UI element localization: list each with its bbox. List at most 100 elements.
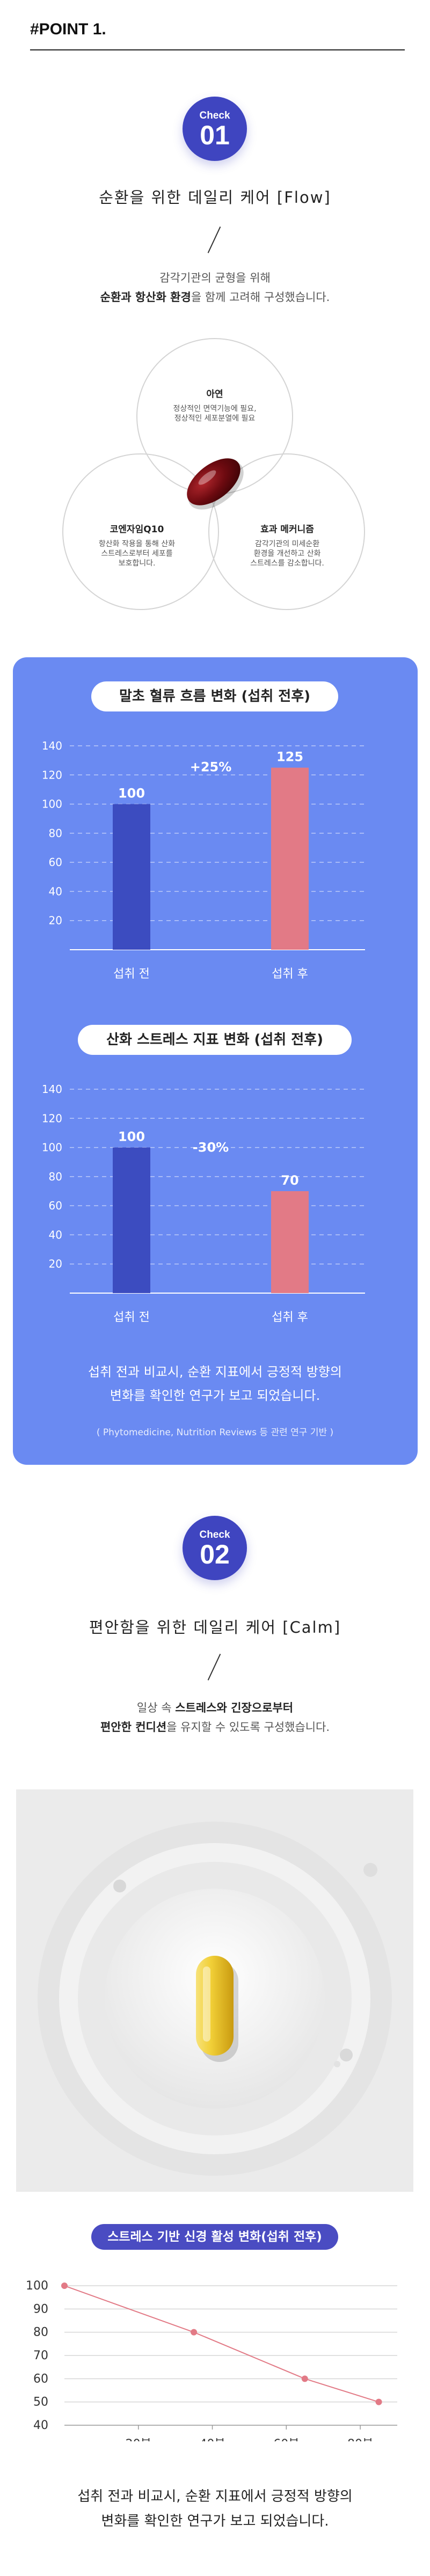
- point-title: #POINT 1.: [30, 20, 106, 38]
- chart2-y-tick-label: 20: [49, 1258, 62, 1271]
- chart1-y-tick-label: 80: [49, 827, 62, 840]
- chart1-y-tick-label: 120: [42, 768, 62, 781]
- chart1-x-tick-label: 섭취 후: [272, 967, 308, 981]
- section2-sub-pre: 일상 속: [136, 1701, 176, 1714]
- chart3-data-point: [61, 2283, 68, 2289]
- chart2-title-pill: 산화 스트레스 지표 변화 (섭취 전후): [78, 1025, 352, 1055]
- chart3-x-tick-label: 40분: [199, 2438, 225, 2441]
- venn-mechanism-desc-line: 환경을 개선하고 산화: [253, 549, 321, 558]
- chart1-x-tick-label: 섭취 전: [113, 967, 150, 981]
- section1-heading: 순환을 위한 데일리 케어 [Flow]: [99, 188, 331, 207]
- venn-coq10-text: 코엔자임Q10 항산화 작용을 통해 산화 스트레스로부터 세포를 보호합니다.: [86, 522, 188, 568]
- chart1-y-tick-label: 20: [49, 914, 62, 927]
- section1-sub-bold: 순환과 항산화 환경: [100, 291, 191, 304]
- panel-note-line: 변화를 확인한 연구가 보고 되었습니다.: [110, 1388, 320, 1403]
- chart1-title-pill: 말초 혈류 흐름 변화 (섭취 전후): [91, 681, 338, 711]
- check-02-badge: Check 02: [183, 1516, 247, 1580]
- section2-sub-bold1: 스트레스와 긴장으로부터: [175, 1701, 294, 1714]
- panel-note-line: 섭취 전과 비교시, 순환 지표에서 긍정적 방향의: [88, 1364, 342, 1379]
- venn-mechanism-desc-line: 감각기관의 미세순환: [254, 540, 320, 548]
- yellow-capsule-image: [38, 1822, 392, 2176]
- venn-zinc-desc-line: 정상적인 세포분열에 필요: [174, 414, 256, 423]
- chart3-line-chart: 40 50 60 70 80 90 100 20분 40분 60분 80분: [26, 2279, 397, 2441]
- chart3-data-point: [191, 2329, 198, 2336]
- panel-note: 섭취 전과 비교시, 순환 지표에서 긍정적 방향의 변화를 확인한 연구가 보…: [0, 1360, 430, 1407]
- chart2-y-tick-label: 60: [49, 1199, 62, 1212]
- chart2-y-tick-label: 80: [49, 1170, 62, 1183]
- venn-circle-mechanism: [208, 453, 365, 610]
- venn-mechanism-text: 효과 메커니즘 감각기관의 미세순환 환경을 개선하고 산화 스트레스를 감소합…: [236, 522, 338, 568]
- chart3-x-tick-label: 20분: [126, 2438, 151, 2441]
- chart2-x-tick-label: 섭취 전: [113, 1311, 150, 1324]
- chart1-y-tick-label: 140: [42, 739, 62, 752]
- slash-divider-1: [207, 226, 221, 253]
- check-01-label: Check: [199, 110, 230, 121]
- chart2-bar: [113, 1147, 150, 1293]
- chart3-y-tick-label: 50: [33, 2396, 48, 2409]
- section1-sub-rest: 을 함께 고려해 구성했습니다.: [191, 291, 330, 304]
- chart2-y-tick-label: 40: [49, 1228, 62, 1241]
- chart1-data-label: 100: [118, 786, 145, 801]
- chart3-y-tick-label: 60: [33, 2372, 48, 2386]
- chart2-bar: [271, 1191, 309, 1293]
- chart3-x-tick-label: 60분: [273, 2438, 299, 2441]
- slash-divider-2: [207, 1654, 221, 1680]
- venn-zinc-text: 아연 정상적인 면역기능에 필요, 정상적인 세포분열에 필요: [161, 386, 268, 423]
- red-softgel-capsule-image: [187, 458, 244, 510]
- point-divider: [30, 49, 405, 50]
- check-01-number: 01: [200, 120, 230, 150]
- chart1-data-label: 125: [276, 750, 303, 765]
- section1-sub-line1: 감각기관의 균형을 위해: [159, 271, 271, 284]
- chart2-y-tick-label: 120: [42, 1112, 62, 1125]
- chart3-data-point: [301, 2375, 308, 2382]
- venn-coq10-desc-line: 항산화 작용을 통해 산화: [98, 540, 176, 548]
- section2-subtext: 일상 속 스트레스와 긴장으로부터 편안한 컨디션을 유지할 수 있도록 구성했…: [0, 1698, 430, 1737]
- check-01-badge: Check 01: [183, 97, 247, 161]
- venn-coq10-desc: 항산화 작용을 통해 산화 스트레스로부터 세포를 보호합니다.: [86, 539, 188, 568]
- chart1-y-tick-label: 100: [42, 798, 62, 811]
- check-02-number: 02: [200, 1539, 230, 1569]
- chart2-y-tick-label: 140: [42, 1083, 62, 1096]
- chart2-data-label: 70: [281, 1173, 298, 1188]
- bottom-note: 섭취 전과 비교시, 순환 지표에서 긍정적 방향의 변화를 확인한 연구가 보…: [0, 2484, 430, 2534]
- chart2-y-tick-label: 100: [42, 1141, 62, 1154]
- section2-sub-rest: 을 유지할 수 있도록 구성했습니다.: [166, 1721, 330, 1734]
- chart1-change-annotation: +25%: [190, 760, 232, 775]
- section2-sub-line2: 편안한 컨디션을 유지할 수 있도록 구성했습니다.: [0, 1718, 430, 1737]
- venn-mechanism-desc: 감각기관의 미세순환 환경을 개선하고 산화 스트레스를 감소합니다.: [236, 539, 338, 568]
- chart2-change-annotation: -30%: [193, 1140, 229, 1155]
- chart1-bar: [113, 804, 150, 950]
- venn-zinc-desc: 정상적인 면역기능에 필요, 정상적인 세포분열에 필요: [161, 404, 268, 423]
- chart2-data-label: 100: [118, 1129, 145, 1144]
- venn-mechanism-desc-line: 스트레스를 감소합니다.: [250, 559, 324, 568]
- venn-coq10-desc-line: 보호합니다.: [118, 559, 156, 568]
- chart1-bar: [271, 767, 309, 950]
- results-panel: [13, 657, 418, 1465]
- bottom-note-line: 변화를 확인한 연구가 보고 되었습니다.: [101, 2513, 329, 2529]
- section2-sub-bold2: 편안한 컨디션: [100, 1721, 167, 1734]
- chart3-title-pill: 스트레스 기반 신경 활성 변화(섭취 전후): [91, 2224, 338, 2250]
- chart1-y-tick-label: 40: [49, 885, 62, 898]
- chart2-bar-chart: 20 40 60 80 100 120 140 100 섭취 전 70 섭취 후 -30%: [42, 1083, 365, 1324]
- venn-coq10-title: 코엔자임Q10: [110, 524, 164, 535]
- chart3-y-tick-label: 100: [26, 2279, 48, 2293]
- panel-source: ( Phytomedicine, Nutrition Reviews 등 관련 …: [96, 1427, 334, 1438]
- venn-zinc-title: 아연: [206, 389, 223, 400]
- section2-sub-line1: 일상 속 스트레스와 긴장으로부터: [0, 1698, 430, 1718]
- section1-subtext: 감각기관의 균형을 위해 순환과 항산화 환경을 함께 고려해 구성했습니다.: [0, 268, 430, 307]
- bottom-note-line: 섭취 전과 비교시, 순환 지표에서 긍정적 방향의: [77, 2489, 353, 2505]
- venn-coq10-desc-line: 스트레스로부터 세포를: [101, 549, 173, 558]
- chart3-series-line: [64, 2285, 379, 2403]
- venn-zinc-desc-line: 정상적인 면역기능에 필요,: [173, 405, 257, 413]
- chart2-x-tick-label: 섭취 후: [272, 1311, 308, 1324]
- chart1-y-tick-label: 60: [49, 856, 62, 869]
- chart3-y-tick-label: 80: [33, 2326, 48, 2339]
- chart1-bar-chart: 20 40 60 80 100 120 140 100 섭취 전 125 섭취 후 +25%: [42, 739, 365, 981]
- chart3-x-tick-label: 80분: [347, 2438, 373, 2441]
- chart3-y-tick-label: 40: [33, 2419, 48, 2432]
- chart3-y-tick-label: 90: [33, 2302, 48, 2316]
- chart3-y-tick-label: 70: [33, 2349, 48, 2362]
- chart3-data-point: [375, 2398, 382, 2405]
- section1-sub-line2: 순환과 항산화 환경을 함께 고려해 구성했습니다.: [0, 288, 430, 307]
